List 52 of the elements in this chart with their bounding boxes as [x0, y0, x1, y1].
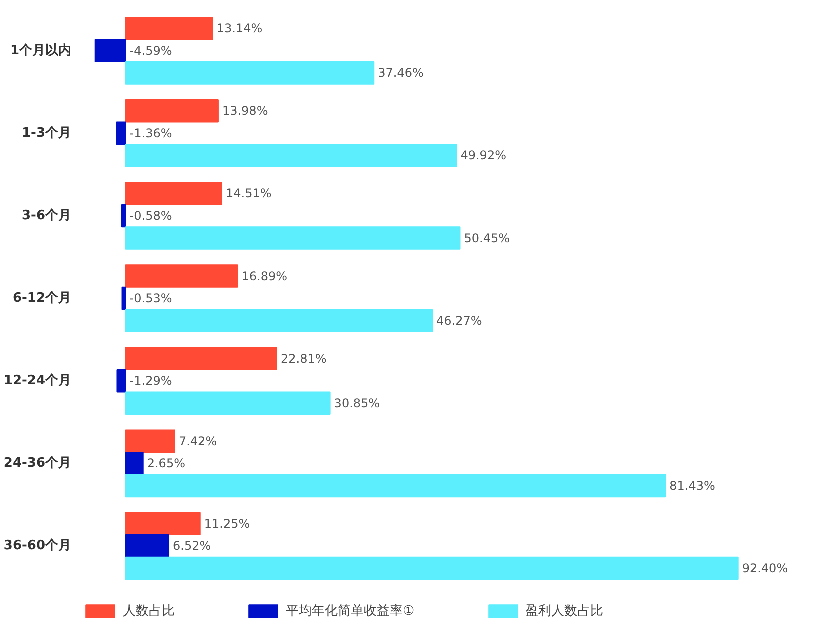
bar [125, 62, 375, 85]
bar [125, 309, 434, 332]
bar [125, 512, 201, 536]
y-tick-label: 3-6个月 [22, 208, 72, 224]
bar [125, 16, 214, 40]
bar [125, 347, 278, 370]
legend-label: 平均年化简单收益率① [286, 603, 415, 620]
y-tick-label: 1个月以内 [10, 43, 72, 58]
data-label: 16.89% [242, 269, 288, 284]
y-tick-label: 36-60个月 [4, 538, 72, 554]
data-label: 92.40% [742, 561, 788, 576]
data-label: 81.43% [670, 478, 716, 493]
bar [125, 144, 458, 168]
data-label: -0.58% [130, 209, 172, 224]
y-tick-label: 24-36个月 [4, 456, 72, 472]
data-label: 50.45% [464, 231, 510, 246]
bar [121, 204, 126, 228]
data-label: 13.98% [222, 104, 268, 118]
bar [125, 226, 461, 250]
bar [125, 430, 176, 454]
data-label: 22.81% [281, 352, 327, 366]
y-tick-label: 12-24个月 [4, 374, 72, 389]
bar [122, 286, 126, 310]
data-label: -0.53% [130, 292, 172, 306]
data-label: 30.85% [334, 396, 380, 410]
data-label: -1.36% [130, 126, 172, 140]
y-tick-label: 1-3个月 [22, 126, 72, 141]
data-label: 14.51% [226, 186, 272, 201]
bar [125, 474, 666, 498]
data-label: -4.59% [130, 44, 172, 58]
bar [116, 122, 126, 146]
data-label: 2.65% [147, 456, 186, 471]
data-label: 11.25% [204, 516, 250, 531]
y-tick-label: 6-12个月 [12, 291, 72, 306]
bar [116, 369, 126, 393]
data-label: 49.92% [460, 148, 506, 163]
data-label: 7.42% [178, 434, 218, 448]
data-label: 37.46% [378, 66, 424, 80]
bar [125, 534, 170, 558]
data-label: -1.29% [130, 374, 172, 388]
legend-label: 人数占比 [123, 603, 175, 620]
bar [94, 39, 126, 63]
bar [125, 392, 331, 416]
bar [125, 452, 144, 476]
bar [125, 100, 219, 123]
data-label: 6.52% [173, 539, 212, 554]
data-label: 46.27% [436, 314, 482, 328]
bar [125, 182, 222, 206]
data-label: 13.14% [216, 22, 263, 36]
legend-label: 盈利人数占比 [526, 603, 604, 620]
bar [125, 264, 238, 288]
bar [125, 556, 739, 580]
